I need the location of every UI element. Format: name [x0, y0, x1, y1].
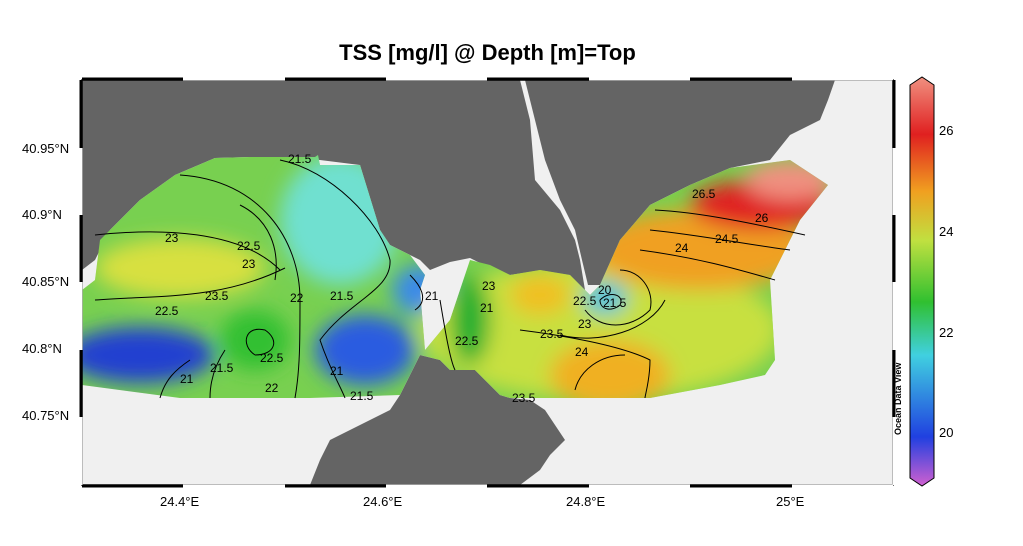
land-west	[82, 80, 585, 290]
contour-label: 24	[575, 345, 589, 359]
contour-label: 23	[242, 257, 256, 271]
contour-label: 22	[265, 381, 279, 395]
tss-field	[82, 155, 828, 398]
colorbar-tick-label: 24	[939, 224, 954, 239]
colorbar	[909, 76, 935, 487]
contour-label: 21.5	[350, 389, 374, 403]
lat-label: 40.75°N	[22, 408, 70, 423]
contour-label: 22.5	[455, 334, 479, 348]
contour-label: 26	[755, 211, 769, 225]
contour-labels: 21.5 23 22.5 23 23.5 22.5 22 21.5 21 22.5 21 21.5 21…	[155, 152, 769, 405]
contour-label: 21	[425, 289, 439, 303]
contour-label: 22	[290, 291, 304, 305]
contour-label: 22.5	[155, 304, 179, 318]
contour-label: 22.5	[260, 351, 284, 365]
contour-label: 20	[598, 283, 612, 297]
contour-label: 21	[330, 364, 344, 378]
contour-label: 23	[482, 279, 496, 293]
lat-label: 40.9°N	[22, 207, 62, 222]
lon-label: 24.8°E	[566, 494, 606, 509]
colorbar-scale	[909, 76, 935, 487]
colorbar-tick-label: 26	[939, 123, 954, 138]
lon-label: 24.6°E	[363, 494, 403, 509]
contour-label: 23	[165, 231, 179, 245]
contour-label: 21.5	[288, 152, 312, 166]
contour-label: 21.5	[330, 289, 354, 303]
colorbar-tick-label: 22	[939, 325, 954, 340]
contour-label: 26.5	[692, 187, 716, 201]
brand-label: Ocean Data View	[893, 362, 903, 435]
land-east	[525, 80, 835, 285]
contour-label: 21	[480, 301, 494, 315]
lat-label: 40.85°N	[22, 274, 70, 289]
map-title: TSS [mg/l] @ Depth [m]=Top	[339, 40, 636, 65]
lat-label: 40.8°N	[22, 341, 62, 356]
lon-label: 24.4°E	[160, 494, 200, 509]
contour-lines	[94, 159, 806, 399]
lat-label: 40.95°N	[22, 141, 70, 156]
contour-label: 21.5	[210, 361, 234, 375]
contour-label: 21	[180, 372, 194, 386]
contour-label: 23.5	[205, 289, 229, 303]
contour-label: 24	[675, 241, 689, 255]
contour-label: 22.5	[573, 294, 597, 308]
contour-label: 21.5	[603, 296, 627, 310]
contour-label: 22.5	[237, 239, 261, 253]
frame-ticks	[79, 77, 896, 488]
contour-label: 23	[578, 317, 592, 331]
land-peninsula	[310, 355, 565, 485]
contour-label: 24.5	[715, 232, 739, 246]
lon-label: 25°E	[776, 494, 805, 509]
contour-label: 23.5	[540, 327, 564, 341]
contour-label: 23.5	[512, 391, 536, 405]
colorbar-tick-label: 20	[939, 425, 954, 440]
